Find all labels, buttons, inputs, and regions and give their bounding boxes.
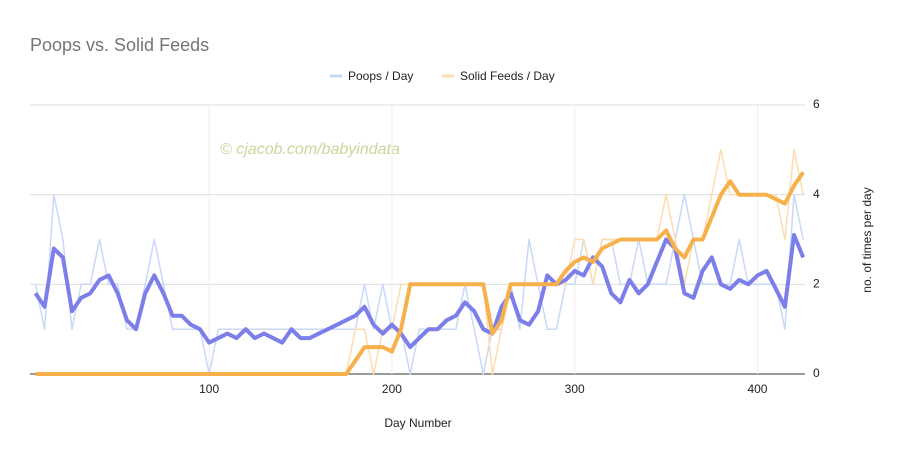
x-tick-label: 400 [747, 382, 767, 396]
watermark: © cjacob.com/babyindata [220, 141, 400, 158]
y-tick-label: 6 [813, 97, 820, 111]
x-tick-label: 200 [382, 382, 402, 396]
x-tick-label: 300 [565, 382, 585, 396]
x-tick-label: 100 [199, 382, 219, 396]
chart-title: Poops vs. Solid Feeds [30, 35, 209, 55]
y-tick-label: 4 [813, 187, 820, 201]
legend-label: Poops / Day [348, 69, 413, 83]
trend-line [35, 171, 805, 376]
y-tick-label: 2 [813, 277, 820, 291]
x-axis-label: Day Number [384, 416, 451, 430]
legend-label: Solid Feeds / Day [460, 69, 555, 83]
y-tick-label: 0 [813, 366, 820, 380]
y-axis-label: no. of times per day [860, 187, 874, 292]
